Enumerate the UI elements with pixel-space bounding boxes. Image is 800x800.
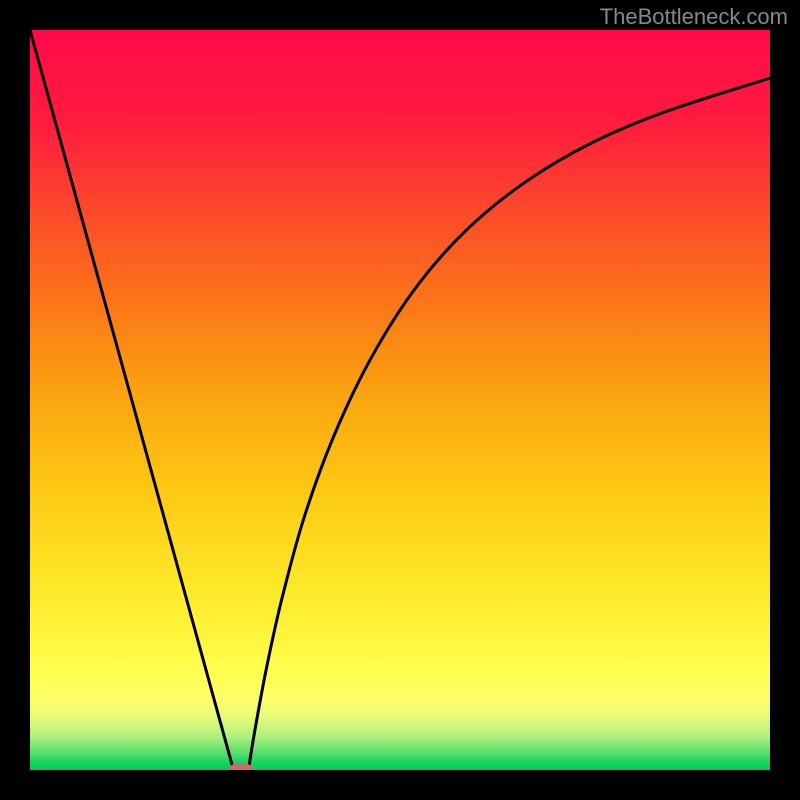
- plot-area: [30, 30, 770, 770]
- chart-container: TheBottleneck.com: [0, 0, 800, 800]
- curves-svg: [30, 30, 770, 770]
- vertex-marker: [229, 764, 253, 770]
- watermark-text: TheBottleneck.com: [600, 4, 788, 30]
